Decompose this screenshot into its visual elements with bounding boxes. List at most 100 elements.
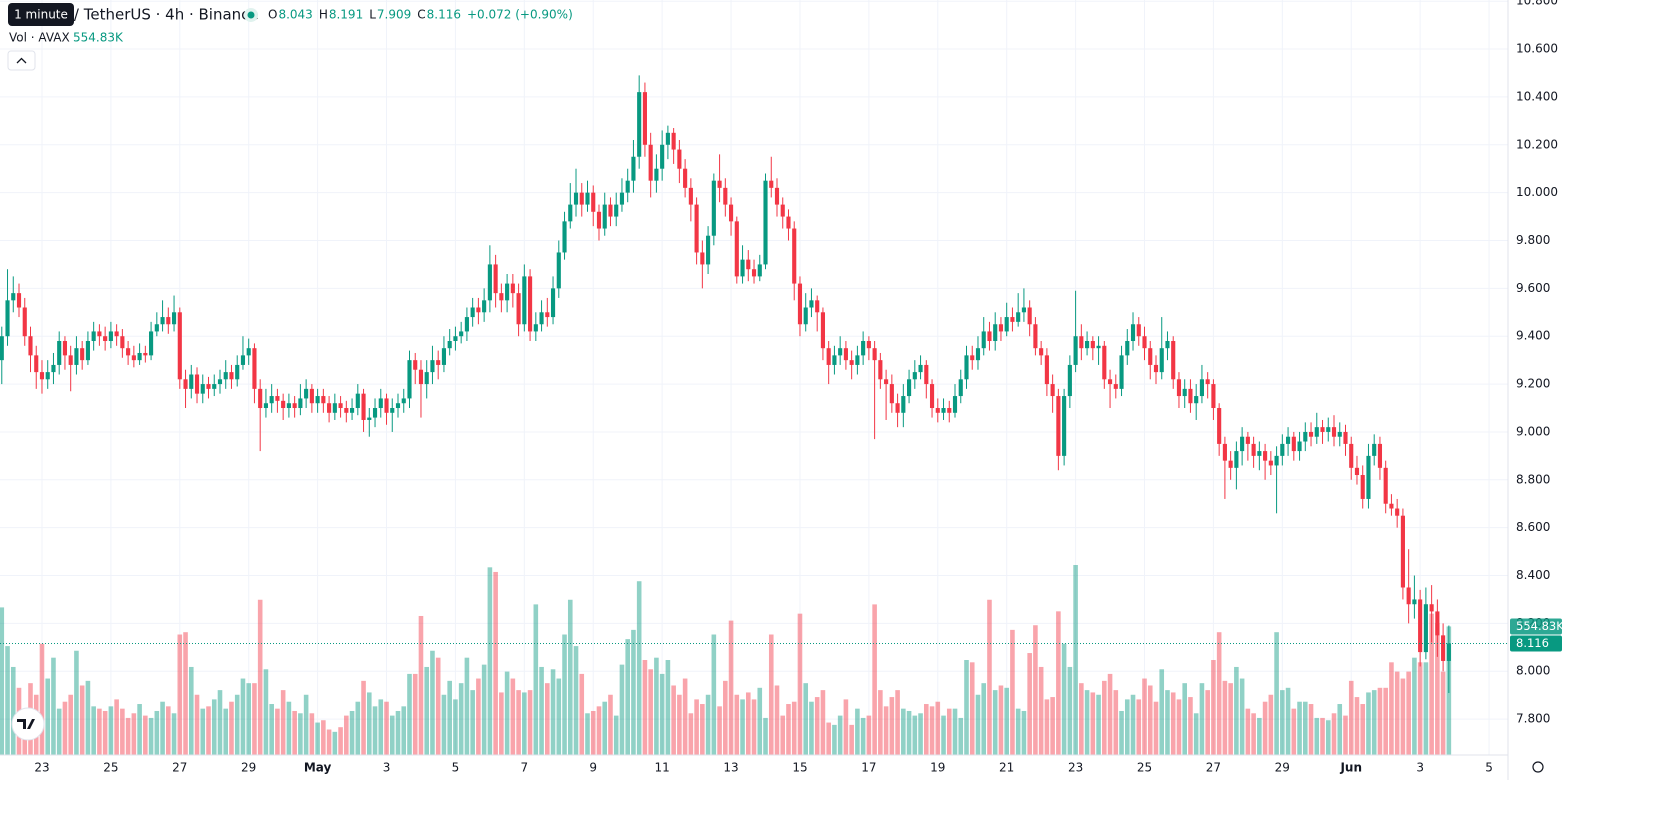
volume-bar xyxy=(74,650,79,755)
candle-body xyxy=(74,348,79,365)
candle-body xyxy=(286,403,291,409)
volume-bar xyxy=(958,717,964,755)
candle-body xyxy=(258,388,263,409)
candle-body xyxy=(797,283,803,325)
y-tick-label: 10.000 xyxy=(1516,185,1558,199)
candle-body xyxy=(1349,443,1354,468)
volume-bar xyxy=(751,699,757,755)
candle-body xyxy=(292,403,297,409)
candle-body xyxy=(1429,604,1434,612)
candle-body xyxy=(447,341,452,349)
candle-body xyxy=(137,352,142,361)
candle-body xyxy=(384,398,389,413)
candle-body xyxy=(16,293,22,308)
y-tick-label: 9.000 xyxy=(1516,424,1550,438)
volume-bar xyxy=(303,694,309,755)
volume-bar xyxy=(1142,678,1147,755)
volume-bar xyxy=(814,697,820,755)
x-tick-label: 25 xyxy=(1137,761,1152,775)
volume-bar xyxy=(183,632,188,755)
candle-body xyxy=(327,403,332,413)
volume-bar xyxy=(361,680,366,755)
volume-bar xyxy=(384,701,389,755)
volume-bar xyxy=(1119,710,1124,755)
volume-bar xyxy=(56,708,62,755)
candle-body xyxy=(1412,599,1417,605)
volume-title: Vol · AVAX xyxy=(9,31,70,45)
volume-bar xyxy=(1348,680,1354,755)
volume-bar xyxy=(987,599,992,755)
candle-body xyxy=(235,364,240,380)
candle-body xyxy=(212,384,217,389)
volume-bar xyxy=(619,664,625,755)
candle-body xyxy=(1119,355,1124,389)
candle-body xyxy=(700,252,705,265)
volume-bar xyxy=(378,699,384,755)
volume-bar xyxy=(102,710,108,755)
candle-body xyxy=(861,341,866,356)
volume-badge xyxy=(1510,618,1562,635)
volume-bar xyxy=(883,706,889,755)
volume-bar xyxy=(590,710,596,755)
volume-bar xyxy=(1056,611,1061,755)
volume-bar xyxy=(1130,694,1136,755)
volume-bar xyxy=(567,599,573,755)
candle-body xyxy=(189,374,194,389)
candle-body xyxy=(723,187,728,205)
candle-body xyxy=(275,396,280,401)
candle-body xyxy=(1240,436,1245,452)
candle-body xyxy=(1016,312,1021,322)
candle-body xyxy=(487,264,492,301)
candle-body xyxy=(1062,396,1067,456)
volume-bar xyxy=(171,713,177,755)
volume-bar xyxy=(849,724,854,755)
candle-body xyxy=(1366,455,1371,499)
candle-body xyxy=(85,341,90,361)
ohlc-value: 8.043 xyxy=(278,8,312,22)
volume-bar xyxy=(688,713,694,755)
volume-bar xyxy=(1343,715,1348,755)
volume-bar xyxy=(510,678,516,755)
volume-bar xyxy=(395,710,401,755)
volume-bar xyxy=(1366,692,1371,755)
volume-bar xyxy=(1079,683,1084,755)
candle-layer xyxy=(0,75,1451,694)
volume-bar xyxy=(757,687,763,755)
volume-bar xyxy=(1021,710,1027,755)
volume-bar xyxy=(918,713,923,755)
candle-body xyxy=(103,336,108,342)
candle-body xyxy=(22,307,27,337)
settings-icon[interactable] xyxy=(1532,761,1544,773)
volume-bar xyxy=(613,715,619,755)
candle-body xyxy=(1268,460,1273,466)
volume-bar xyxy=(797,613,803,755)
candle-body xyxy=(981,331,986,349)
candle-body xyxy=(493,264,498,294)
candle-body xyxy=(763,180,768,265)
candle-body xyxy=(1125,341,1130,356)
candle-body xyxy=(39,372,45,380)
volume-bar xyxy=(1205,690,1210,755)
candle-body xyxy=(751,269,757,277)
volume-bar xyxy=(1073,565,1078,755)
candle-body xyxy=(614,204,619,217)
volume-bar xyxy=(728,620,734,755)
x-tick-label: 29 xyxy=(241,761,256,775)
candle-body xyxy=(711,180,716,236)
x-tick-label: 13 xyxy=(723,761,738,775)
candle-body xyxy=(1389,503,1394,509)
volume-bar xyxy=(349,710,355,755)
volume-bar xyxy=(935,701,941,755)
volume-bar xyxy=(338,727,343,755)
volume-bar xyxy=(1136,699,1142,755)
candle-body xyxy=(832,355,837,365)
volume-bar xyxy=(952,708,958,755)
candle-body xyxy=(68,355,73,365)
candle-body xyxy=(217,379,223,385)
collapse-button[interactable] xyxy=(7,50,36,71)
volume-bar xyxy=(763,717,768,755)
candle-body xyxy=(1073,336,1078,365)
candle-body xyxy=(154,324,159,332)
volume-bar xyxy=(1274,632,1279,755)
